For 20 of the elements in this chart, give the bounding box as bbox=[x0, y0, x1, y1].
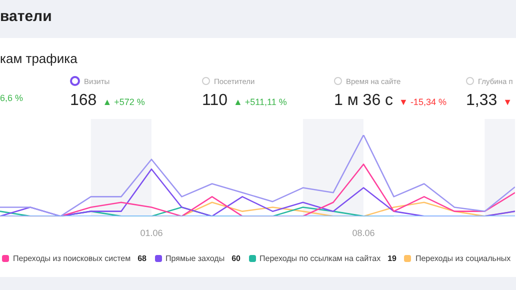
text: ▲ +511,11 % bbox=[234, 97, 287, 107]
text: 168 bbox=[70, 92, 97, 110]
text: 68 bbox=[138, 254, 147, 263]
text: 1 м 36 с bbox=[334, 92, 394, 110]
legend-label: Переходы из социальных bbox=[415, 254, 511, 263]
legend-label: Переходы по ссылкам на сайтах bbox=[260, 254, 381, 263]
text: 1,33 bbox=[466, 92, 498, 110]
text: ▼ bbox=[503, 97, 512, 107]
text: ▼ -15,34 % bbox=[399, 97, 446, 107]
text: ватели bbox=[0, 8, 52, 25]
text: 110 bbox=[202, 92, 228, 110]
text: ▲ +572 % bbox=[102, 97, 145, 107]
text: 6,6 % bbox=[0, 93, 24, 103]
x-tick-label: 01.06 bbox=[140, 228, 163, 238]
text: 60 bbox=[232, 254, 241, 263]
x-tick-label: 08.06 bbox=[352, 228, 375, 238]
legend-label: Переходы из поисковых систем bbox=[13, 254, 131, 263]
chart-title: кам трафика bbox=[0, 51, 78, 66]
legend-label: Прямые заходы bbox=[166, 254, 225, 263]
text: 19 bbox=[388, 254, 396, 263]
